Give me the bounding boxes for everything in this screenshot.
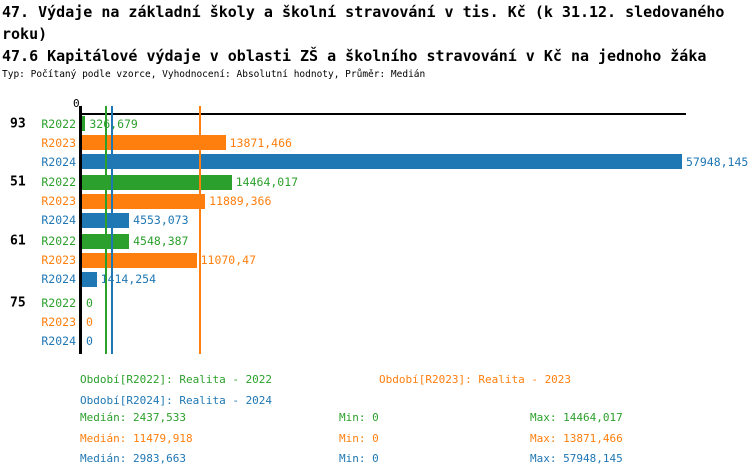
report-meta: Typ: Počítaný podle vzorce, Vyhodnocení:… xyxy=(2,69,426,80)
bar-group-93: 93 R2022 326,679 R2023 13871,466 R2024 57948,1… xyxy=(0,114,750,171)
legend-item-R2024: Období[R2024]: Realita - 2024 xyxy=(80,394,273,407)
bar-value-label: 57948,145 xyxy=(686,154,749,169)
y-axis-line xyxy=(79,106,82,354)
median-line-R2023 xyxy=(198,106,201,354)
bar-row: R2024 0 xyxy=(0,332,750,351)
x-axis-zero-tick-label: 0 xyxy=(73,97,80,110)
series-label: R2022 xyxy=(41,234,76,248)
max-stat-R2024: Max: 57948,145 xyxy=(530,452,623,465)
bar-value-label: 0 xyxy=(86,296,93,310)
bar-row: 51 R2022 14464,017 xyxy=(0,173,750,192)
group-label: 75 xyxy=(10,295,26,311)
series-label: R2023 xyxy=(41,194,76,208)
bar-value-label: 11070,47 xyxy=(200,253,256,267)
median-stat-R2022: Medián: 2437,533 xyxy=(80,411,186,424)
report-title-line1: 47. Výdaje na základní školy a školní st… xyxy=(2,3,725,21)
max-stat-R2022: Max: 14464,017 xyxy=(530,411,623,424)
bar-row: R2024 57948,145 xyxy=(0,152,750,171)
bar xyxy=(82,252,197,268)
bar-row: R2023 0 xyxy=(0,313,750,332)
bar-row: 75 R2022 0 xyxy=(0,294,750,313)
group-label: 93 xyxy=(10,116,26,131)
group-label: 61 xyxy=(10,233,26,249)
min-stat-R2023: Min: 0 xyxy=(339,432,379,445)
series-label: R2024 xyxy=(41,334,76,348)
series-label: R2024 xyxy=(41,272,76,286)
median-line-R2022 xyxy=(105,106,108,354)
group-label: 51 xyxy=(10,174,26,190)
series-label: R2024 xyxy=(41,154,76,169)
legend-item-R2023: Období[R2023]: Realita - 2023 xyxy=(379,373,572,386)
bar-group-51: 51 R2022 14464,017 R2023 11889,366 R2024 4553,… xyxy=(0,173,750,230)
series-label: R2024 xyxy=(41,213,76,227)
bar-row: R2023 11070,47 xyxy=(0,251,750,270)
min-stat-R2024: Min: 0 xyxy=(339,452,379,465)
median-stat-R2024: Medián: 2983,663 xyxy=(80,452,186,465)
bar-groups: 93 R2022 326,679 R2023 13871,466 R2024 57948,1… xyxy=(0,114,750,351)
bar xyxy=(82,174,232,190)
bar-row: 93 R2022 326,679 xyxy=(0,114,750,133)
bar xyxy=(82,116,86,131)
report-title-line2: roku) xyxy=(2,25,48,43)
bar-value-label: 13871,466 xyxy=(229,135,292,150)
bar xyxy=(82,154,682,169)
series-label: R2022 xyxy=(41,296,76,310)
bar-value-label: 4548,387 xyxy=(133,234,189,248)
bar-value-label: 4553,073 xyxy=(133,213,189,227)
bar-row: R2023 13871,466 xyxy=(0,133,750,152)
min-stat-R2022: Min: 0 xyxy=(339,411,379,424)
bar-value-label: 11889,366 xyxy=(209,194,272,208)
series-label: R2023 xyxy=(41,135,76,150)
bar-row: R2024 4553,073 xyxy=(0,211,750,230)
median-stat-R2023: Medián: 11479,918 xyxy=(80,432,193,445)
max-stat-R2023: Max: 13871,466 xyxy=(530,432,623,445)
median-line-R2024 xyxy=(110,106,113,354)
legend-item-R2022: Období[R2022]: Realita - 2022 xyxy=(80,373,273,386)
series-label: R2023 xyxy=(41,253,76,267)
series-label: R2023 xyxy=(41,315,76,329)
bar xyxy=(82,135,226,150)
bar xyxy=(82,193,206,209)
bar-row: R2024 1414,254 xyxy=(0,270,750,289)
bar-value-label: 0 xyxy=(86,334,93,348)
x-axis-line xyxy=(80,113,686,115)
bar-value-label: 1414,254 xyxy=(100,272,157,286)
bar-value-label: 0 xyxy=(86,315,93,329)
bar-group-75: 75 R2022 0 R2023 0 R2024 0 xyxy=(0,294,750,351)
report-subtitle: 47.6 Kapitálové výdaje v oblasti ZŠ a šk… xyxy=(2,47,707,65)
bar xyxy=(82,271,97,287)
series-label: R2022 xyxy=(41,175,76,189)
series-label: R2022 xyxy=(41,116,76,131)
bar-value-label: 326,679 xyxy=(89,116,138,131)
bar-value-label: 14464,017 xyxy=(235,175,299,189)
